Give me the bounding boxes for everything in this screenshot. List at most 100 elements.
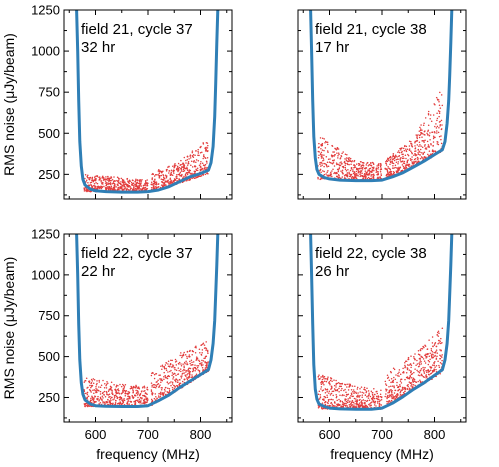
noise-point (185, 369, 188, 372)
noise-point (438, 112, 441, 115)
noise-point (162, 176, 165, 179)
noise-point (435, 349, 438, 351)
noise-point (347, 158, 350, 161)
noise-point (439, 354, 441, 356)
noise-point (413, 371, 415, 374)
noise-point (399, 166, 402, 168)
noise-point (391, 380, 394, 382)
noise-point (182, 372, 184, 375)
noise-point (111, 393, 114, 396)
noise-point (377, 395, 380, 397)
noise-point (124, 391, 127, 393)
noise-point (368, 169, 371, 172)
noise-point (349, 175, 352, 178)
noise-point (192, 156, 195, 159)
noise-point (425, 374, 427, 376)
noise-point (347, 399, 349, 402)
noise-point (398, 151, 401, 154)
noise-point (158, 374, 160, 376)
noise-point (426, 375, 428, 378)
noise-point (357, 162, 360, 165)
noise-point (407, 154, 410, 157)
noise-point (109, 177, 112, 180)
noise-point (135, 399, 138, 402)
noise-point (184, 167, 187, 170)
noise-point (441, 124, 443, 126)
noise-point (85, 377, 88, 379)
noise-point (399, 157, 402, 159)
noise-point (170, 169, 173, 172)
noise-point (155, 386, 157, 389)
noise-point (384, 395, 386, 398)
noise-point (354, 385, 356, 388)
noise-point (99, 390, 102, 393)
noise-point (199, 168, 202, 171)
noise-point (186, 173, 189, 176)
noise-point (141, 402, 143, 404)
noise-point (436, 130, 438, 132)
noise-point (110, 386, 113, 389)
noise-point (328, 380, 331, 383)
noise-point (438, 364, 440, 367)
noise-point (143, 399, 145, 402)
noise-point (191, 376, 194, 378)
noise-point (158, 168, 160, 171)
noise-point (319, 163, 321, 166)
noise-point (397, 151, 399, 154)
noise-point (423, 372, 426, 374)
noise-point (96, 182, 99, 185)
noise-point (183, 366, 185, 369)
noise-point (168, 172, 170, 174)
noise-point (105, 181, 108, 184)
noise-point (206, 172, 209, 174)
noise-point (169, 174, 172, 177)
noise-point (183, 372, 185, 374)
noise-point (391, 391, 393, 394)
noise-point (137, 396, 139, 399)
noise-point (433, 361, 435, 364)
noise-point (345, 402, 347, 405)
noise-point (320, 386, 323, 388)
noise-point (403, 162, 406, 165)
noise-point (411, 156, 413, 158)
noise-point (169, 382, 171, 384)
noise-point (158, 177, 161, 179)
noise-point (165, 177, 168, 179)
noise-point (367, 176, 370, 179)
noise-point (331, 170, 333, 172)
noise-point (188, 171, 191, 174)
noise-point (390, 388, 392, 391)
noise-point (390, 385, 392, 388)
noise-point (427, 368, 429, 371)
noise-point (162, 394, 164, 396)
noise-point (121, 186, 123, 189)
noise-point (110, 396, 113, 399)
noise-point (411, 385, 413, 387)
noise-point (175, 360, 178, 362)
noise-point (425, 353, 427, 356)
noise-point (92, 400, 94, 402)
noise-point (428, 355, 431, 357)
noise-point (380, 398, 383, 401)
noise-point (126, 398, 128, 400)
noise-point (172, 181, 174, 183)
noise-point (177, 169, 179, 172)
noise-point (171, 386, 174, 389)
noise-point (372, 163, 375, 166)
noise-point (159, 374, 161, 376)
noise-point (430, 355, 433, 358)
noise-point (194, 366, 196, 369)
noise-point (339, 162, 341, 164)
noise-point (160, 174, 163, 177)
noise-point (379, 399, 381, 402)
noise-point (188, 350, 191, 353)
noise-point (368, 403, 370, 406)
noise-point (187, 368, 190, 371)
noise-point (431, 371, 434, 373)
noise-point (200, 353, 203, 356)
noise-point (132, 385, 135, 388)
noise-point (326, 143, 329, 146)
noise-point (172, 165, 174, 168)
noise-point (361, 405, 364, 408)
noise-point (160, 381, 162, 383)
